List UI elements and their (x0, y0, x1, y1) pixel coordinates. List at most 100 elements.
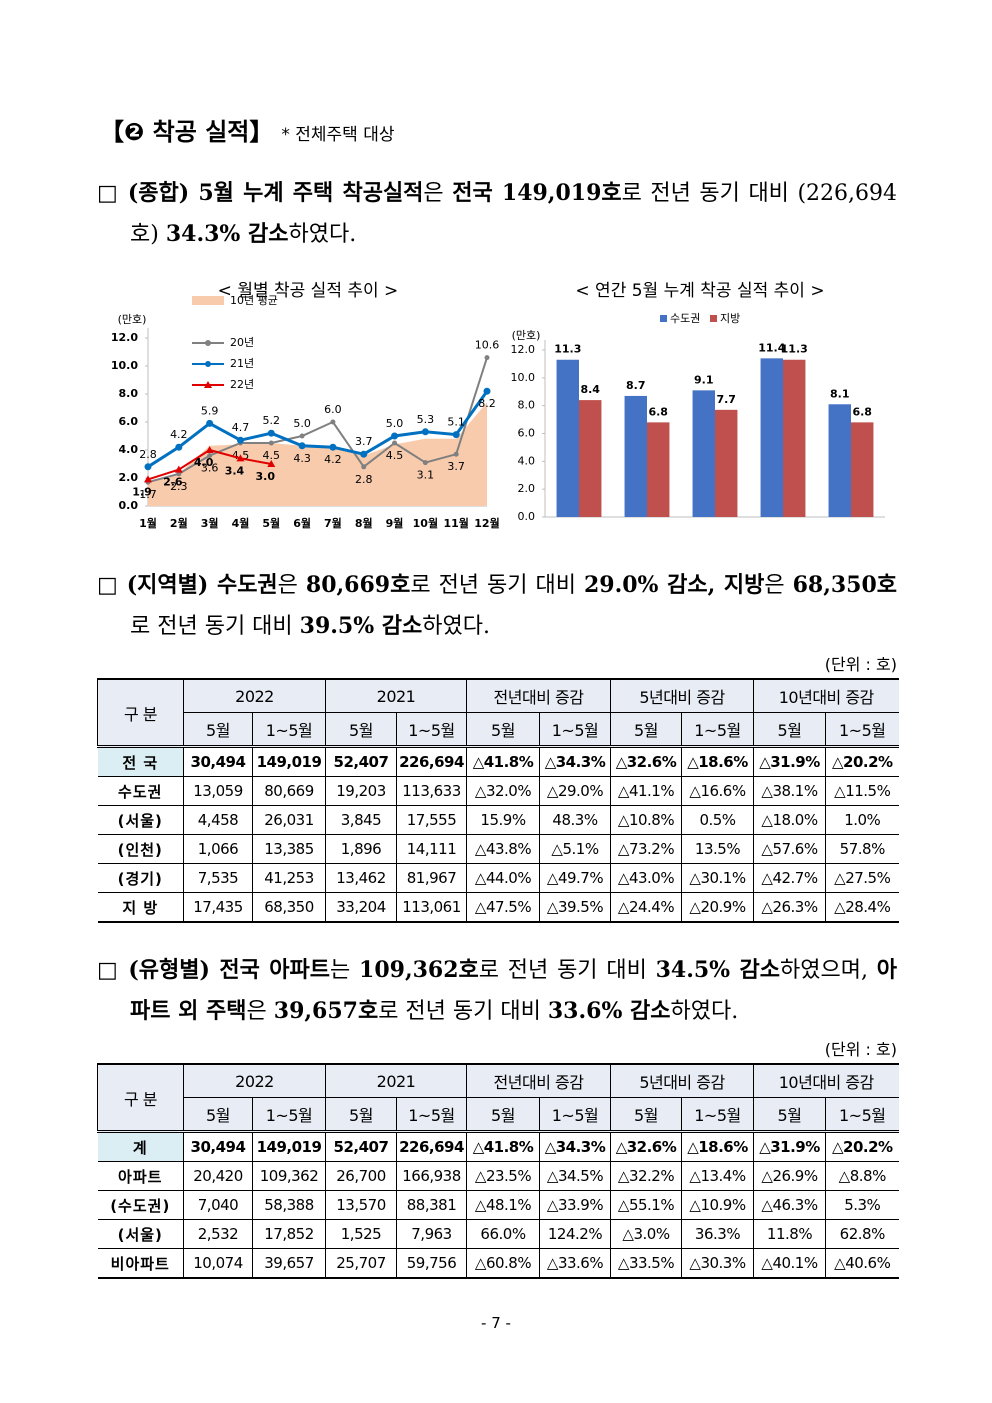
table-cell: △33.9% (539, 1190, 611, 1220)
legend-marker (205, 340, 211, 346)
marker (330, 419, 336, 425)
table-cell: △26.9% (753, 1161, 826, 1191)
marker (453, 451, 459, 457)
text-run: 전국 149,019호 (452, 180, 622, 206)
legend-label: 20년 (230, 336, 254, 349)
table-cell: △18.6% (681, 1130, 754, 1162)
bar (715, 409, 738, 517)
table-cell: 13.5% (681, 834, 754, 864)
legend-swatch (192, 296, 224, 305)
data-label: 5.0 (293, 417, 311, 430)
table-cell: △5.1% (539, 834, 611, 864)
table-cell: 41,253 (252, 863, 326, 893)
marker (360, 450, 368, 458)
data-label: 8.7 (626, 379, 646, 392)
header-cell: 1~5월 (681, 712, 754, 747)
text-run: 로 전년 동기 대비 (410, 573, 584, 598)
table-cell: △47.5% (466, 892, 540, 923)
table-cell: 166,938 (396, 1161, 467, 1191)
data-label: 3.7 (355, 435, 373, 448)
chart-title: < 연간 5월 누계 착공 실적 추이 > (575, 281, 824, 301)
data-label: 4.7 (232, 421, 250, 434)
y-tick-label: 4.0 (119, 443, 139, 456)
table-cell: △13.4% (681, 1161, 754, 1191)
data-label: 11.3 (554, 343, 581, 356)
data-label: 5.3 (417, 413, 435, 426)
bar (647, 422, 670, 517)
marker (236, 454, 245, 462)
x-tick-label: 7월 (324, 516, 342, 530)
table-cell: 58,388 (252, 1190, 326, 1220)
y-tick-label: 2.0 (119, 471, 139, 484)
bar (579, 400, 602, 517)
table-cell: △33.5% (610, 1248, 682, 1279)
header-cell: 2022 (183, 678, 326, 713)
text-run: 로 전년 동기 대비 (226,694호) (130, 181, 898, 247)
data-label: 5.2 (263, 414, 281, 427)
unit-note: (단위 : 호) (824, 655, 897, 674)
bar (783, 359, 806, 517)
x-tick-label: 2월 (170, 516, 188, 530)
header-cell: 2022 (183, 1063, 326, 1098)
table-cell: △23.5% (466, 1161, 540, 1191)
table-cell: 113,633 (396, 776, 467, 806)
legend-label: 10년 평균 (230, 294, 278, 307)
header-cell: 1~5월 (824, 712, 899, 747)
line (147, 390, 489, 469)
table-cell: △20.2% (824, 1130, 899, 1162)
bar (692, 390, 715, 517)
table-cell: 전 국 (97, 745, 184, 777)
table-cell: (수도권) (97, 1190, 184, 1220)
table-cell: △26.3% (753, 892, 826, 923)
marker (361, 464, 367, 470)
header-cell: 2021 (325, 678, 467, 713)
table-cell: 52,407 (325, 745, 397, 777)
table-cell: △32.6% (610, 745, 682, 777)
text-run: 하였다. (288, 222, 357, 247)
data-label: 3.4 (225, 464, 245, 477)
table-cell: 14,111 (396, 834, 467, 864)
table-cell: △33.6% (539, 1248, 611, 1279)
table-cell: △60.8% (466, 1248, 540, 1279)
y-tick-label: 0.0 (518, 510, 536, 523)
table-cell: 11.8% (753, 1219, 826, 1249)
header-cell: 5년대비 증감 (610, 1063, 754, 1098)
table-cell: △16.6% (681, 776, 754, 806)
y-tick-label: 12.0 (511, 343, 536, 356)
table-cell: △41.8% (466, 1130, 540, 1162)
data-label: 3.6 (201, 462, 219, 475)
header-cell: 5월 (183, 712, 253, 747)
table-cell: △27.5% (824, 863, 899, 893)
table-cell: △49.7% (539, 863, 611, 893)
table-cell: △29.0% (539, 776, 611, 806)
data-label: 8.4 (580, 383, 600, 396)
text-run: 하였다. (422, 614, 491, 639)
header-cell: 10년대비 증감 (752, 678, 899, 713)
marker (205, 446, 214, 453)
table-cell: △31.9% (753, 745, 826, 777)
table-cell: 1,896 (325, 834, 397, 864)
data-label: 4.5 (386, 449, 404, 462)
table-row: (인천) 1,066 13,385 1,896 14,111 △43.8% △5.1% △73… (97, 834, 899, 864)
data-label: 7.7 (716, 393, 736, 406)
text-run: 39.5% 감소 (299, 613, 423, 639)
data-label: 4.2 (324, 453, 342, 466)
table-cell: △41.1% (610, 776, 682, 806)
table-cell: 52,407 (325, 1130, 397, 1162)
data-label: 3.0 (256, 470, 276, 483)
marker (298, 442, 306, 450)
marker (329, 443, 337, 451)
marker (422, 460, 428, 466)
y-tick-label: 12.0 (111, 331, 138, 344)
marker (144, 463, 152, 471)
table-cell: △46.3% (753, 1190, 826, 1220)
table-row: (서울) 2,532 17,852 1,525 7,963 66.0% 124.2% △3.0… (97, 1219, 899, 1249)
table-cell: △31.9% (753, 1130, 826, 1162)
table-cell: △57.6% (753, 834, 826, 864)
text-run: 은 (764, 573, 793, 598)
bar (624, 395, 647, 517)
table-cell: △40.6% (824, 1248, 899, 1279)
table-cell: △8.8% (824, 1161, 899, 1191)
header-cell: 전년대비 증감 (466, 1063, 611, 1098)
